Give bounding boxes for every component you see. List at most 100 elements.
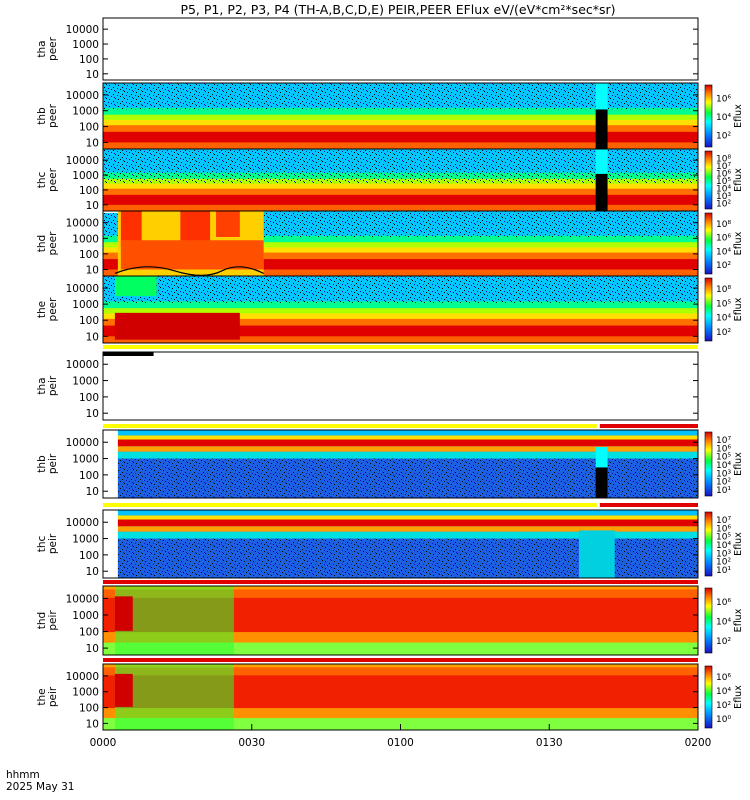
status-strips	[103, 345, 698, 662]
y-tick-label: 10	[86, 69, 99, 81]
spectrogram-the-peir	[103, 664, 698, 730]
y-tick-label: 10	[86, 643, 99, 655]
colorbar-the-peer	[704, 277, 713, 342]
colorbar-tick-label: 10⁶	[716, 94, 731, 104]
colorbar-tick-label: 10¹	[716, 566, 731, 576]
colorbar-tick-label: 10⁶	[716, 170, 731, 180]
spectrogram-thd-peir	[103, 586, 698, 655]
spectrogram-thd-peer	[103, 211, 698, 276]
panel-frame	[102, 351, 699, 421]
colorbar-label: Eflux	[733, 168, 744, 192]
panel-tha-peir: 10 100 1000 10000 thapeir	[36, 351, 699, 421]
y-tick-label: 1000	[72, 39, 99, 51]
colorbar-tick-label: 10²	[716, 478, 731, 488]
colorbar-tick-label: 10³	[716, 469, 731, 479]
flux-band	[103, 252, 698, 261]
status-strip	[103, 345, 698, 349]
flux-band	[103, 589, 698, 598]
y-tick-label: 10	[86, 331, 99, 343]
noise-speckle	[103, 276, 698, 303]
flux-band	[114, 596, 133, 631]
panel-frame	[102, 429, 699, 499]
y-tick-label: 10	[86, 265, 99, 277]
flux-band	[103, 430, 698, 436]
status-strip	[103, 424, 597, 428]
spectrogram-thc-peir	[103, 510, 698, 578]
flux-band	[103, 430, 118, 498]
colorbar-tick-label: 10⁸	[716, 155, 731, 165]
y-tick-label: 100	[79, 392, 99, 404]
colorbar-thd-peir	[704, 587, 713, 654]
colorbar-thb-peer	[704, 84, 713, 148]
flux-band	[103, 194, 698, 207]
y-tick-label: 100	[79, 249, 99, 261]
y-axis-label: thepeir	[36, 686, 59, 707]
colorbar-tick-label: 10¹	[716, 486, 731, 496]
y-tick-label: 100	[79, 550, 99, 562]
flux-band	[103, 259, 698, 271]
flux-band	[114, 673, 133, 707]
y-tick-label: 100	[79, 122, 99, 134]
y-tick-label: 10	[86, 718, 99, 730]
footer-label: hhmm	[6, 769, 40, 781]
colorbar-thc-peer	[704, 150, 713, 210]
colorbar-tick-label: 10⁰	[716, 715, 731, 725]
y-tick-label: 10000	[66, 24, 99, 36]
flux-band	[595, 447, 608, 468]
y-axis-label: thbpeir	[36, 453, 59, 474]
colorbar-tick-label: 10⁶	[716, 234, 731, 244]
colorbar-tick-label: 10³	[716, 549, 731, 559]
noise-speckle	[103, 149, 698, 184]
flux-band	[103, 108, 698, 116]
colorbar-tick-label: 10⁶	[716, 673, 731, 683]
colorbar-tick-label: 10⁶	[716, 598, 731, 608]
panels-group: 10 100 1000 10000 thapeer 10 100 1000 10000 thbpe…	[36, 17, 744, 731]
y-tick-label: 100	[79, 315, 99, 327]
flux-band	[103, 114, 698, 122]
panel-thc-peer: 10 100 1000 10000 thcpeer 10⁸10⁷10⁶10⁵10⁴10³1…	[36, 148, 744, 212]
panel-frame	[102, 275, 699, 344]
colorbar-tick-label: 10³	[716, 192, 731, 202]
y-axis-label: thcpeer	[36, 167, 59, 192]
flux-band	[103, 632, 698, 643]
colorbar-the-peir	[704, 665, 713, 729]
flux-band	[103, 313, 698, 321]
x-axis: 0000 0030 0100 0130 0200	[90, 724, 711, 749]
panel-thb-peir: 10 100 1000 10000 thbpeir 10⁷10⁶10⁵10⁴10³10²1…	[36, 429, 744, 499]
colorbar-tick-label: 10⁸	[716, 220, 731, 230]
colorbar-label: Eflux	[733, 608, 744, 632]
colorbar-thd-peer	[704, 212, 713, 275]
flux-band	[114, 586, 234, 655]
spectrogram-the-peer	[103, 276, 698, 343]
colorbar-tick-label: 10⁶	[716, 444, 731, 454]
colorbar-tick-label: 10⁵	[716, 177, 731, 187]
flux-band	[103, 515, 698, 520]
colorbar-label: Eflux	[733, 685, 744, 709]
y-tick-label: 10000	[66, 155, 99, 167]
panel-frame	[102, 509, 699, 579]
y-tick-label: 100	[79, 54, 99, 66]
y-tick-label: 10	[86, 137, 99, 149]
panel-tha-peer: 10 100 1000 10000 thapeer	[36, 17, 699, 81]
y-tick-label: 10	[86, 566, 99, 578]
colorbar-tick-label: 10²	[716, 132, 731, 142]
y-tick-label: 100	[79, 627, 99, 639]
colorbar-tick-label: 10⁷	[716, 162, 731, 172]
y-tick-label: 10000	[66, 671, 99, 683]
colorbar-tick-label: 10⁷	[716, 436, 731, 446]
flux-band	[595, 173, 608, 211]
y-tick-label: 10	[86, 408, 99, 420]
flux-band	[103, 269, 698, 276]
colorbar-label: Eflux	[733, 104, 744, 128]
y-axis-label: thdpeir	[36, 610, 59, 631]
y-tick-label: 100	[79, 185, 99, 197]
flux-band	[103, 188, 698, 197]
flux-band	[103, 142, 698, 149]
flux-band	[103, 708, 698, 719]
colorbar-tick-label: 10⁴	[716, 461, 731, 471]
flux-band	[103, 131, 698, 144]
y-tick-label: 10000	[66, 593, 99, 605]
flux-band	[103, 247, 698, 254]
status-strip	[103, 503, 597, 507]
